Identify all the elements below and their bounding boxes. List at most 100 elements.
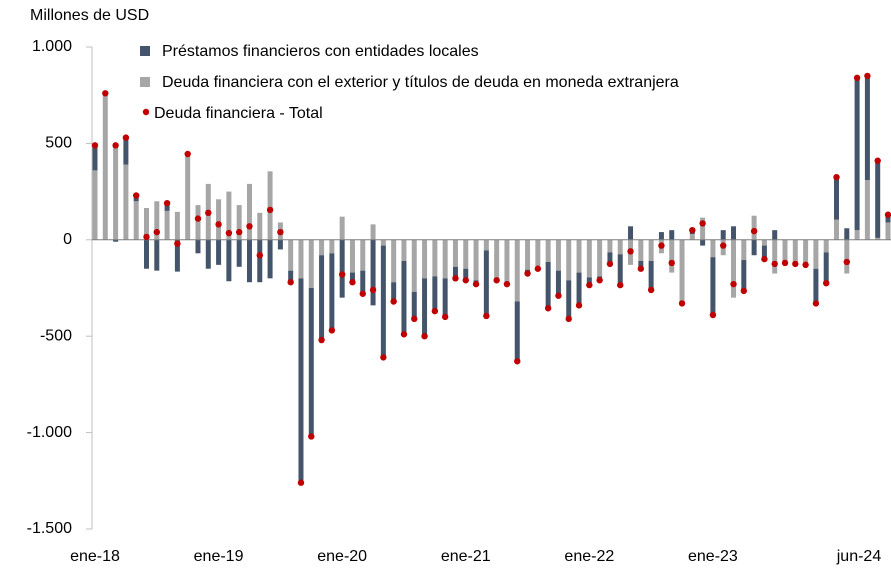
total-dot — [730, 280, 737, 288]
total-dot — [421, 333, 428, 340]
total-dot — [287, 279, 294, 286]
bar — [689, 234, 695, 240]
bar — [751, 239, 757, 256]
bar — [298, 278, 304, 483]
bar — [844, 228, 850, 240]
total-dot — [709, 311, 717, 319]
bar — [463, 239, 469, 269]
total-dot — [761, 255, 768, 263]
total-dot — [555, 292, 562, 299]
total-dot — [534, 265, 542, 272]
bar — [329, 239, 335, 254]
bar — [617, 254, 623, 286]
total-dot — [771, 260, 778, 268]
bar — [885, 222, 891, 240]
bar — [761, 239, 767, 246]
bar — [216, 199, 222, 240]
bar — [813, 268, 819, 304]
bar — [514, 301, 520, 362]
bar — [154, 201, 160, 240]
bar — [700, 217, 706, 240]
bar — [834, 177, 840, 220]
bar — [638, 261, 644, 269]
bar — [92, 170, 98, 240]
total-dot — [431, 307, 439, 315]
bar — [463, 268, 469, 281]
x-tick-label: ene-23 — [688, 548, 738, 565]
bar — [617, 239, 623, 255]
bar — [308, 288, 314, 437]
bar — [277, 239, 283, 250]
bar — [525, 239, 531, 270]
bar — [669, 230, 675, 240]
total-dot — [235, 228, 243, 236]
total-dot — [792, 260, 799, 268]
bar — [422, 239, 428, 279]
bar — [452, 266, 458, 279]
total-dot — [596, 277, 603, 284]
bar — [411, 291, 417, 319]
bar — [102, 93, 108, 240]
total-dot — [308, 433, 315, 440]
bar — [143, 207, 149, 240]
total-dot — [720, 242, 727, 249]
bar — [349, 239, 355, 273]
bar — [391, 239, 397, 283]
total-dot — [483, 312, 490, 320]
bar — [854, 230, 860, 240]
bar — [195, 205, 201, 240]
bar — [185, 154, 191, 240]
total-dot — [163, 199, 171, 207]
bar — [545, 239, 551, 262]
bar — [432, 239, 438, 277]
bar — [782, 239, 788, 263]
total-dot — [390, 298, 397, 305]
bar — [319, 239, 325, 256]
total-dot — [627, 248, 634, 255]
bar — [195, 239, 201, 254]
bar — [545, 261, 551, 309]
bar — [360, 270, 366, 294]
bar — [298, 239, 304, 279]
total-dot — [781, 259, 789, 267]
bar — [864, 75, 870, 181]
total-dot — [524, 270, 531, 277]
bar — [236, 239, 242, 267]
legend-label: Deuda financiera - Total — [154, 105, 323, 122]
bar — [329, 253, 335, 331]
bar — [360, 239, 366, 271]
bar — [123, 137, 129, 165]
total-dot — [823, 279, 830, 287]
bar — [566, 280, 572, 319]
bar — [205, 239, 211, 269]
bar — [143, 239, 149, 269]
total-dot — [400, 331, 408, 338]
legend-label: Préstamos financieros con entidades loca… — [162, 43, 479, 60]
bar — [607, 239, 613, 253]
legend-label: Deuda financiera con el exterior y títul… — [162, 74, 679, 91]
bar — [380, 239, 386, 246]
total-dot — [441, 313, 449, 321]
bar — [586, 277, 592, 286]
total-dot — [184, 150, 191, 158]
bar — [391, 282, 397, 302]
bar — [772, 239, 778, 274]
total-dot — [132, 192, 140, 199]
total-dot — [246, 223, 253, 230]
bar — [422, 278, 428, 337]
bar — [257, 239, 263, 283]
total-dot — [586, 281, 593, 289]
bar — [555, 239, 561, 271]
bar — [257, 212, 263, 240]
bar — [339, 216, 345, 240]
bar — [154, 239, 160, 271]
bar — [494, 239, 500, 281]
x-tick-label: ene-19 — [194, 548, 244, 565]
bar — [504, 239, 510, 285]
bar — [174, 239, 180, 272]
total-dot — [493, 277, 500, 284]
bar — [442, 239, 448, 279]
total-dot — [503, 280, 511, 288]
bar — [648, 239, 654, 262]
bar — [174, 211, 180, 240]
